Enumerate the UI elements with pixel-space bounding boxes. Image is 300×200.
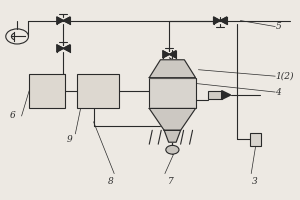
Text: 1(2): 1(2) xyxy=(275,72,294,81)
Polygon shape xyxy=(163,51,169,58)
Polygon shape xyxy=(57,45,63,52)
Polygon shape xyxy=(164,130,181,142)
Polygon shape xyxy=(149,60,196,78)
Bar xyxy=(250,133,261,146)
Bar xyxy=(208,91,222,99)
Polygon shape xyxy=(57,17,63,24)
Polygon shape xyxy=(63,45,70,52)
Text: 9: 9 xyxy=(66,135,72,144)
Text: 6: 6 xyxy=(10,111,15,120)
Polygon shape xyxy=(214,17,220,24)
Polygon shape xyxy=(149,108,196,130)
Text: 8: 8 xyxy=(108,177,114,186)
Circle shape xyxy=(166,145,179,154)
Bar xyxy=(29,74,65,108)
Polygon shape xyxy=(63,17,70,24)
Bar xyxy=(77,74,118,108)
Text: 4: 4 xyxy=(275,88,281,97)
Text: 5: 5 xyxy=(275,22,281,31)
Bar xyxy=(149,78,196,108)
Text: 3: 3 xyxy=(251,177,257,186)
Polygon shape xyxy=(169,51,176,58)
Text: 7: 7 xyxy=(168,177,174,186)
Polygon shape xyxy=(222,91,231,99)
Polygon shape xyxy=(220,17,227,24)
